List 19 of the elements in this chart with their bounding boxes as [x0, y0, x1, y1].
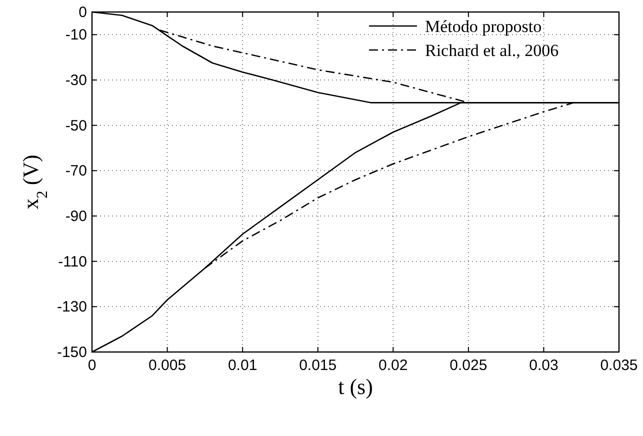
y-tick-label: -150 [56, 344, 87, 361]
x-tick-label: 0.02 [378, 357, 408, 374]
legend-label: Método proposto [425, 17, 542, 36]
x-tick-label: 0.035 [600, 357, 638, 374]
x-tick-label: 0.015 [299, 357, 337, 374]
y-tick-label: -70 [65, 162, 87, 180]
legend-label: Richard et al., 2006 [425, 41, 559, 60]
y-tick-label: -50 [65, 117, 87, 134]
y-tick-label: -10 [65, 26, 87, 44]
y-tick-label: -110 [58, 253, 87, 270]
x-tick-label: 0.005 [148, 357, 186, 374]
y-tick-label: 0 [78, 4, 87, 21]
x-tick-label: 0.01 [228, 357, 258, 374]
x-tick-label: 0.03 [529, 357, 558, 374]
y-tick-label: -90 [65, 208, 87, 225]
y-tick-label: -30 [65, 72, 87, 89]
y-tick-label: -130 [56, 298, 87, 316]
x-axis-title: t (s) [338, 374, 373, 399]
x-tick-label: 0.025 [450, 357, 488, 374]
